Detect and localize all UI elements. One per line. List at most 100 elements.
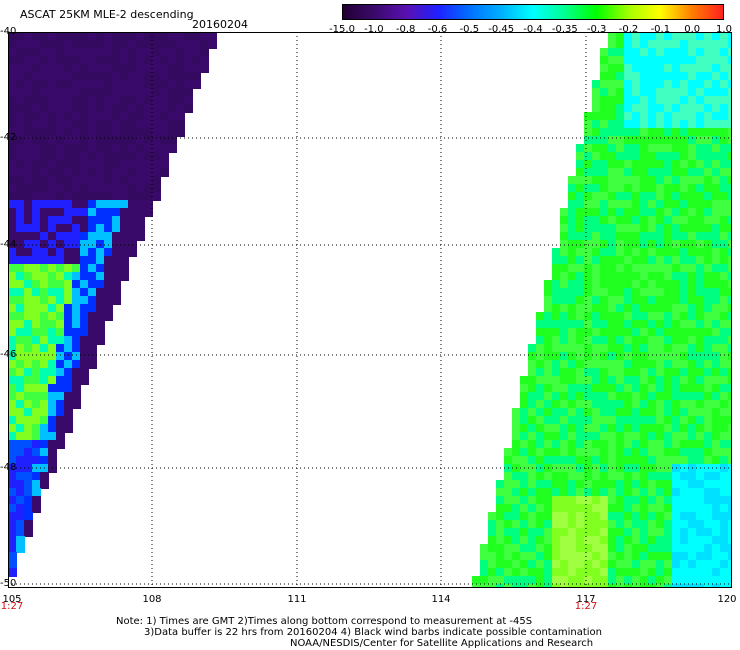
- swath-cell: [72, 184, 81, 193]
- swath-cell: [24, 392, 33, 401]
- swath-cell: [80, 200, 89, 209]
- swath-cell: [64, 328, 73, 337]
- swath-cell: [136, 104, 145, 113]
- swath-cell: [640, 408, 649, 417]
- swath-cell: [720, 400, 729, 409]
- swath-cell: [688, 200, 697, 209]
- swath-cell: [656, 272, 665, 281]
- swath-cell: [648, 144, 657, 153]
- swath-cell: [80, 104, 89, 113]
- swath-cell: [648, 352, 657, 361]
- swath-cell: [640, 336, 649, 345]
- swath-cell: [24, 264, 33, 273]
- swath-cell: [704, 584, 713, 588]
- swath-cell: [672, 128, 681, 137]
- swath-cell: [144, 192, 153, 201]
- swath-cell: [40, 296, 49, 305]
- swath-cell: [688, 536, 697, 545]
- swath-cell: [696, 304, 705, 313]
- swath-cell: [608, 216, 617, 225]
- swath-cell: [88, 200, 97, 209]
- swath-cell: [8, 376, 17, 385]
- swath-cell: [592, 584, 601, 588]
- swath-cell: [56, 96, 65, 105]
- swath-cell: [112, 56, 121, 65]
- swath-cell: [712, 144, 721, 153]
- swath-cell: [152, 80, 161, 89]
- swath-cell: [720, 112, 729, 121]
- swath-cell: [8, 360, 17, 369]
- swath-cell: [656, 64, 665, 73]
- swath-cell: [504, 488, 513, 497]
- swath-cell: [32, 192, 41, 201]
- swath-cell: [56, 384, 65, 393]
- swath-cell: [112, 208, 121, 217]
- swath-cell: [48, 304, 57, 313]
- swath-cell: [640, 400, 649, 409]
- swath-cell: [584, 280, 593, 289]
- swath-cell: [32, 232, 41, 241]
- swath-cell: [576, 176, 585, 185]
- swath-cell: [680, 152, 689, 161]
- swath-cell: [144, 64, 153, 73]
- swath-cell: [696, 64, 705, 73]
- swath-cell: [56, 296, 65, 305]
- swath-cell: [640, 432, 649, 441]
- latitude-label: -48: [0, 462, 17, 473]
- swath-cell: [728, 288, 732, 297]
- swath-cell: [664, 168, 673, 177]
- swath-cell: [512, 528, 521, 537]
- swath-cell: [592, 416, 601, 425]
- swath-cell: [632, 384, 641, 393]
- swath-cell: [720, 480, 729, 489]
- swath-cell: [160, 152, 169, 161]
- swath-cell: [592, 88, 601, 97]
- swath-cell: [720, 488, 729, 497]
- swath-cell: [704, 528, 713, 537]
- swath-cell: [632, 296, 641, 305]
- swath-cell: [64, 56, 73, 65]
- swath-cell: [656, 568, 665, 577]
- swath-cell: [616, 248, 625, 257]
- swath-cell: [568, 336, 577, 345]
- swath-cell: [40, 448, 49, 457]
- swath-cell: [720, 392, 729, 401]
- swath-cell: [688, 224, 697, 233]
- swath-cell: [168, 80, 177, 89]
- swath-cell: [56, 40, 65, 49]
- swath-cell: [728, 264, 732, 273]
- swath-cell: [576, 152, 585, 161]
- swath-cell: [64, 96, 73, 105]
- swath-cell: [32, 312, 41, 321]
- swath-cell: [720, 72, 729, 81]
- swath-cell: [616, 448, 625, 457]
- swath-cell: [712, 176, 721, 185]
- swath-cell: [688, 280, 697, 289]
- swath-cell: [592, 440, 601, 449]
- swath-cell: [728, 152, 732, 161]
- swath-cell: [688, 336, 697, 345]
- swath-cell: [544, 304, 553, 313]
- swath-cell: [24, 160, 33, 169]
- swath-cell: [24, 216, 33, 225]
- swath-cell: [576, 528, 585, 537]
- swath-cell: [616, 288, 625, 297]
- swath-cell: [32, 200, 41, 209]
- swath-cell: [504, 576, 513, 585]
- swath-cell: [176, 64, 185, 73]
- swath-cell: [32, 416, 41, 425]
- swath-cell: [672, 264, 681, 273]
- swath-cell: [680, 128, 689, 137]
- swath-cell: [176, 32, 185, 41]
- swath-cell: [128, 120, 137, 129]
- swath-cell: [640, 296, 649, 305]
- swath-cell: [728, 248, 732, 257]
- swath-cell: [648, 392, 657, 401]
- swath-cell: [672, 40, 681, 49]
- swath-cell: [624, 224, 633, 233]
- swath-cell: [568, 192, 577, 201]
- swath-cell: [600, 344, 609, 353]
- swath-cell: [520, 576, 529, 585]
- swath-cell: [680, 496, 689, 505]
- swath-cell: [608, 416, 617, 425]
